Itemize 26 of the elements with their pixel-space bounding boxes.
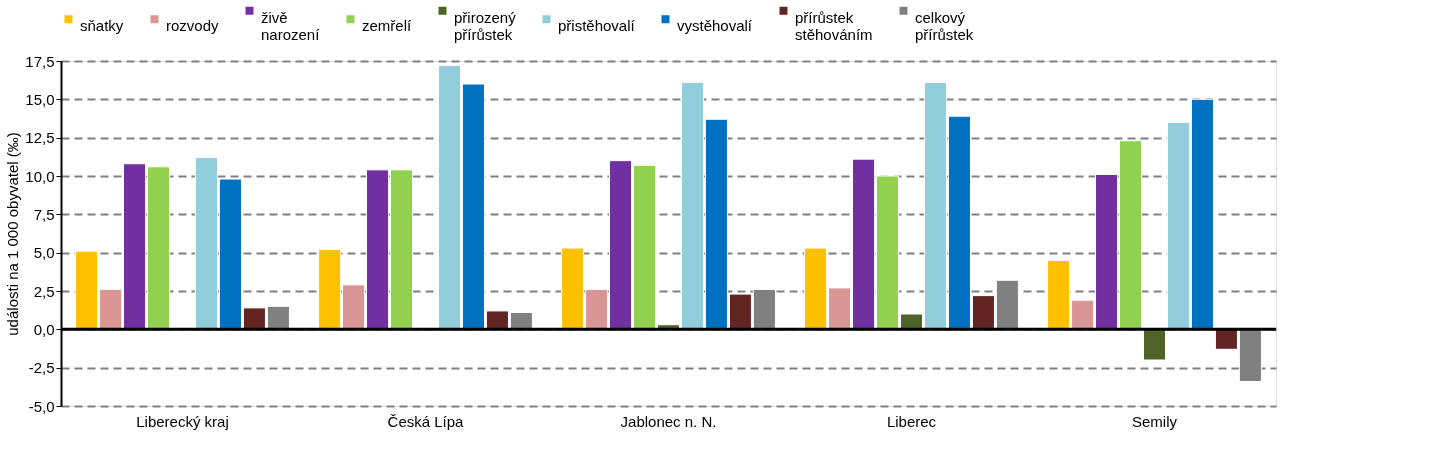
y-tick-label: 17,5	[25, 52, 55, 70]
legend-label: sňatky	[80, 17, 124, 35]
legend-label: celkový přírůstek	[915, 8, 974, 43]
y-tick-label: -2,5	[28, 359, 55, 377]
legend-label: přirozený přírůstek	[454, 8, 517, 43]
legend-label: rozvody	[166, 17, 220, 35]
x-tick-label: Česká Lípa	[387, 412, 465, 430]
y-tick-label: 7,5	[33, 205, 55, 223]
y-tick-label: 5,0	[33, 244, 55, 262]
legend-label: živě narození	[261, 8, 321, 43]
y-tick-label: 10,0	[25, 167, 55, 185]
legend-label: vystěhovalí	[677, 17, 753, 35]
x-tick-label: Liberec	[886, 412, 937, 430]
y-tick-label: 12,5	[25, 129, 55, 147]
x-tick-label: Semily	[1131, 412, 1178, 430]
y-tick-label: -5,0	[28, 397, 55, 415]
legend-label: zemřelí	[362, 17, 413, 35]
bar	[1142, 328, 1167, 361]
x-tick-label: Liberecký kraj	[136, 412, 229, 430]
x-tick-label: Jablonec n. N.	[620, 412, 717, 430]
y-tick-label: 0,0	[33, 320, 55, 338]
y-axis-title: události na 1 000 obyvatel (‰)	[4, 132, 22, 336]
legend-label: přírůstek stěhováním	[795, 8, 873, 43]
y-tick-label: 15,0	[25, 90, 55, 108]
legend-label: přistěhovalí	[558, 17, 636, 35]
y-tick-label: 2,5	[33, 282, 55, 300]
